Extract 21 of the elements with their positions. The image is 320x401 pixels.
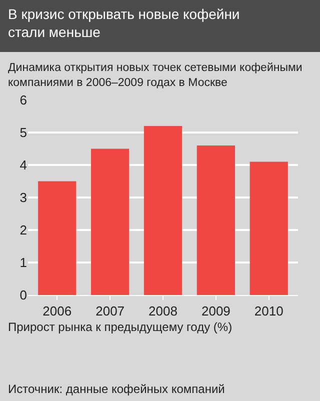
y-tick-label: 4 <box>20 158 27 173</box>
x-axis-title: Прирост рынка к предыдущему году (%) <box>8 320 232 334</box>
y-tick-label: 2 <box>20 222 27 238</box>
text: Источник: данные кофейных компаний <box>8 382 225 396</box>
x-tick-label: 2009 <box>201 304 230 319</box>
bar <box>196 146 235 295</box>
y-tick-label: 0 <box>20 288 27 303</box>
x-tick-label: 2006 <box>42 304 72 319</box>
y-tick-label: 6 <box>20 92 27 108</box>
bar <box>91 148 130 295</box>
y-tick-label: 1 <box>20 255 27 270</box>
x-tick-label: 2010 <box>254 304 284 319</box>
y-tick-label: 3 <box>20 190 27 206</box>
x-tick-label: 2007 <box>96 304 125 319</box>
bar <box>250 162 288 295</box>
y-tick-label: 5 <box>20 125 27 140</box>
chart-title: В кризис открывать новые кофейни стали меньше <box>8 6 240 40</box>
chart-subtitle: Динамика открытия новых точек сетевыми кофейными компаниями в 2006–2009 годах в Москве <box>8 62 302 89</box>
bar <box>38 181 76 295</box>
bar <box>144 126 182 295</box>
x-tick-label: 2008 <box>148 304 178 319</box>
